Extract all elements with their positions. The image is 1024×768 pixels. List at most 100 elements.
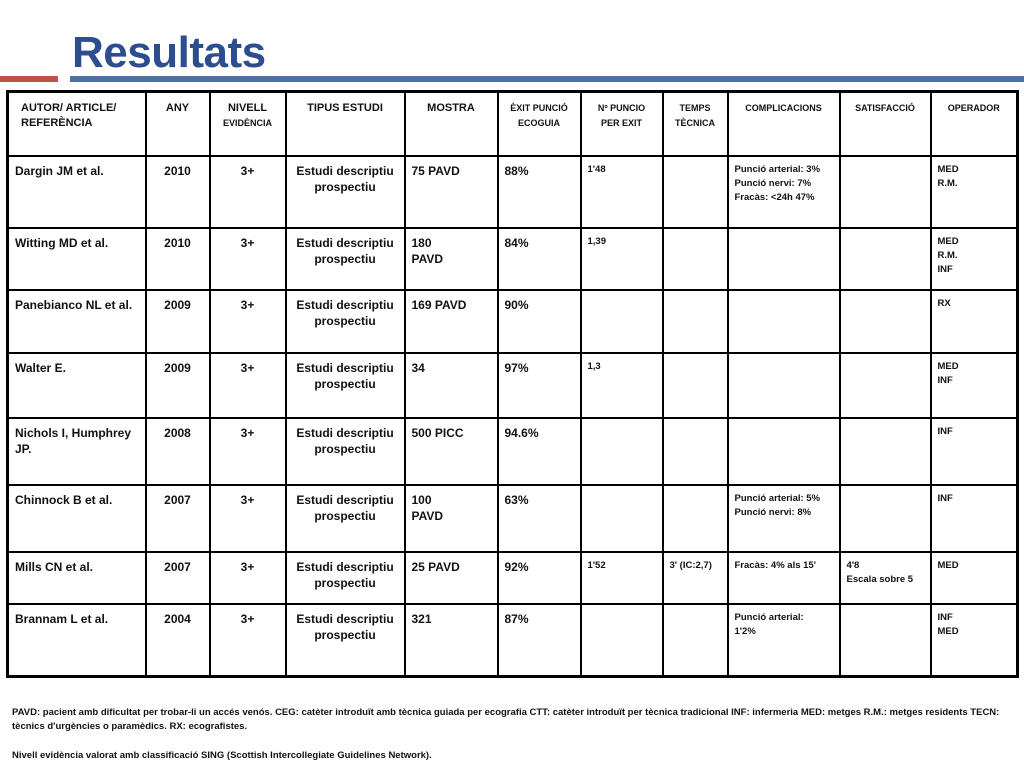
results-table-container: AUTOR/ ARTICLE/ REFERÈNCIA ANY NIVELL EVI… bbox=[6, 90, 1019, 678]
cell-any: 2009 bbox=[144, 352, 211, 419]
cell-npuncio: 1,39 bbox=[579, 227, 664, 291]
cell-exit: 63% bbox=[496, 484, 582, 553]
table-row: Dargin JM et al. 2010 3+ Estudi descriptiu … bbox=[6, 155, 1019, 229]
col-header-complicacions: COMPLICACIONS bbox=[726, 90, 841, 157]
table-row: Witting MD et al. 2010 3+ Estudi descriptiu… bbox=[6, 227, 1019, 291]
cell-complicacions: Punció arterial: 5% Punció nervi: 8% bbox=[726, 484, 841, 553]
cell-temps bbox=[661, 484, 729, 553]
cell-tipus: Estudi descriptiu prospectiu bbox=[284, 484, 406, 553]
cell-mostra: 25 PAVD bbox=[403, 551, 499, 605]
cell-satisfaccio bbox=[838, 417, 932, 486]
table-row: Panebianco NL et al. 2009 3+ Estudi descrip… bbox=[6, 289, 1019, 354]
title-accent-bar bbox=[0, 76, 58, 82]
cell-any: 2007 bbox=[144, 551, 211, 605]
cell-mostra: 100 PAVD bbox=[403, 484, 499, 553]
col-header-operador: OPERADOR bbox=[929, 90, 1019, 157]
cell-temps bbox=[661, 289, 729, 354]
cell-temps bbox=[661, 352, 729, 419]
cell-temps bbox=[661, 417, 729, 486]
cell-satisfaccio bbox=[838, 227, 932, 291]
cell-satisfaccio bbox=[838, 289, 932, 354]
cell-nivell: 3+ bbox=[208, 417, 287, 486]
cell-any: 2007 bbox=[144, 484, 211, 553]
results-table: AUTOR/ ARTICLE/ REFERÈNCIA ANY NIVELL EVI… bbox=[6, 90, 1019, 678]
col-header-nivell-label: NIVELL bbox=[227, 102, 268, 114]
cell-nivell: 3+ bbox=[208, 155, 287, 229]
cell-complicacions bbox=[726, 227, 841, 291]
cell-exit: 92% bbox=[496, 551, 582, 605]
footnote-abbreviations: PAVD: pacient amb dificultat per trobar-… bbox=[12, 707, 1000, 732]
cell-any: 2008 bbox=[144, 417, 211, 486]
table-row: Mills CN et al. 2007 3+ Estudi descriptiu p… bbox=[6, 551, 1019, 605]
cell-satisfaccio: 4'8 Escala sobre 5 bbox=[838, 551, 932, 605]
footnote-evidence-level: Nivell evidència valorat amb classificac… bbox=[12, 750, 432, 761]
col-header-nivell: NIVELL EVIDÈNCIA bbox=[208, 90, 287, 157]
cell-operador: MED INF bbox=[929, 352, 1019, 419]
cell-autor: Panebianco NL et al. bbox=[6, 289, 147, 354]
col-header-mostra: MOSTRA bbox=[403, 90, 499, 157]
cell-tipus: Estudi descriptiu prospectiu bbox=[284, 417, 406, 486]
col-header-exit: ÈXIT PUNCIÓ ECOGUIA bbox=[496, 90, 582, 157]
cell-mostra: 169 PAVD bbox=[403, 289, 499, 354]
cell-temps bbox=[661, 155, 729, 229]
cell-mostra: 500 PICC bbox=[403, 417, 499, 486]
cell-npuncio: 1'48 bbox=[579, 155, 664, 229]
cell-mostra: 321 bbox=[403, 603, 499, 677]
cell-tipus: Estudi descriptiu prospectiu bbox=[284, 551, 406, 605]
col-header-satisfaccio: SATISFACCIÓ bbox=[838, 90, 932, 157]
col-header-temps: TEMPS TÈCNICA bbox=[661, 90, 729, 157]
cell-complicacions: Punció arterial: 3% Punció nervi: 7% Fra… bbox=[726, 155, 841, 229]
cell-npuncio bbox=[579, 289, 664, 354]
table-row: Walter E. 2009 3+ Estudi descriptiu prospec… bbox=[6, 352, 1019, 419]
table-row: Brannam L et al. 2004 3+ Estudi descriptiu … bbox=[6, 603, 1019, 677]
cell-tipus: Estudi descriptiu prospectiu bbox=[284, 227, 406, 291]
cell-npuncio: 1'52 bbox=[579, 551, 664, 605]
table-header-row: AUTOR/ ARTICLE/ REFERÈNCIA ANY NIVELL EVI… bbox=[6, 90, 1019, 157]
cell-mostra: 180 PAVD bbox=[403, 227, 499, 291]
cell-operador: INF bbox=[929, 417, 1019, 486]
cell-complicacions: Punció arterial: 1'2% bbox=[726, 603, 841, 677]
cell-mostra: 34 bbox=[403, 352, 499, 419]
cell-operador: INF bbox=[929, 484, 1019, 553]
cell-temps bbox=[661, 603, 729, 677]
cell-tipus: Estudi descriptiu prospectiu bbox=[284, 289, 406, 354]
cell-autor: Nichols I, Humphrey JP. bbox=[6, 417, 147, 486]
cell-autor: Dargin JM et al. bbox=[6, 155, 147, 229]
title-underline-rule bbox=[70, 76, 1024, 82]
cell-autor: Brannam L et al. bbox=[6, 603, 147, 677]
page-title: Resultats bbox=[72, 28, 266, 77]
cell-npuncio bbox=[579, 484, 664, 553]
cell-nivell: 3+ bbox=[208, 484, 287, 553]
cell-exit: 88% bbox=[496, 155, 582, 229]
cell-any: 2004 bbox=[144, 603, 211, 677]
cell-exit: 87% bbox=[496, 603, 582, 677]
col-header-nivell-sub: EVIDÈNCIA bbox=[222, 118, 272, 128]
cell-satisfaccio bbox=[838, 484, 932, 553]
cell-temps: 3' (IC:2,7) bbox=[661, 551, 729, 605]
cell-autor: Mills CN et al. bbox=[6, 551, 147, 605]
cell-nivell: 3+ bbox=[208, 227, 287, 291]
cell-npuncio bbox=[579, 417, 664, 486]
cell-mostra: 75 PAVD bbox=[403, 155, 499, 229]
cell-autor: Witting MD et al. bbox=[6, 227, 147, 291]
cell-exit: 97% bbox=[496, 352, 582, 419]
cell-operador: MED bbox=[929, 551, 1019, 605]
cell-any: 2009 bbox=[144, 289, 211, 354]
table-row: Chinnock B et al. 2007 3+ Estudi descriptiu… bbox=[6, 484, 1019, 553]
cell-operador: MED R.M. INF bbox=[929, 227, 1019, 291]
cell-nivell: 3+ bbox=[208, 603, 287, 677]
cell-satisfaccio bbox=[838, 352, 932, 419]
cell-tipus: Estudi descriptiu prospectiu bbox=[284, 603, 406, 677]
cell-any: 2010 bbox=[144, 155, 211, 229]
cell-exit: 94.6% bbox=[496, 417, 582, 486]
cell-any: 2010 bbox=[144, 227, 211, 291]
col-header-tipus: TIPUS ESTUDI bbox=[284, 90, 406, 157]
cell-nivell: 3+ bbox=[208, 551, 287, 605]
cell-nivell: 3+ bbox=[208, 289, 287, 354]
cell-operador: MED R.M. bbox=[929, 155, 1019, 229]
cell-tipus: Estudi descriptiu prospectiu bbox=[284, 155, 406, 229]
cell-npuncio: 1,3 bbox=[579, 352, 664, 419]
cell-temps bbox=[661, 227, 729, 291]
cell-nivell: 3+ bbox=[208, 352, 287, 419]
cell-autor: Walter E. bbox=[6, 352, 147, 419]
